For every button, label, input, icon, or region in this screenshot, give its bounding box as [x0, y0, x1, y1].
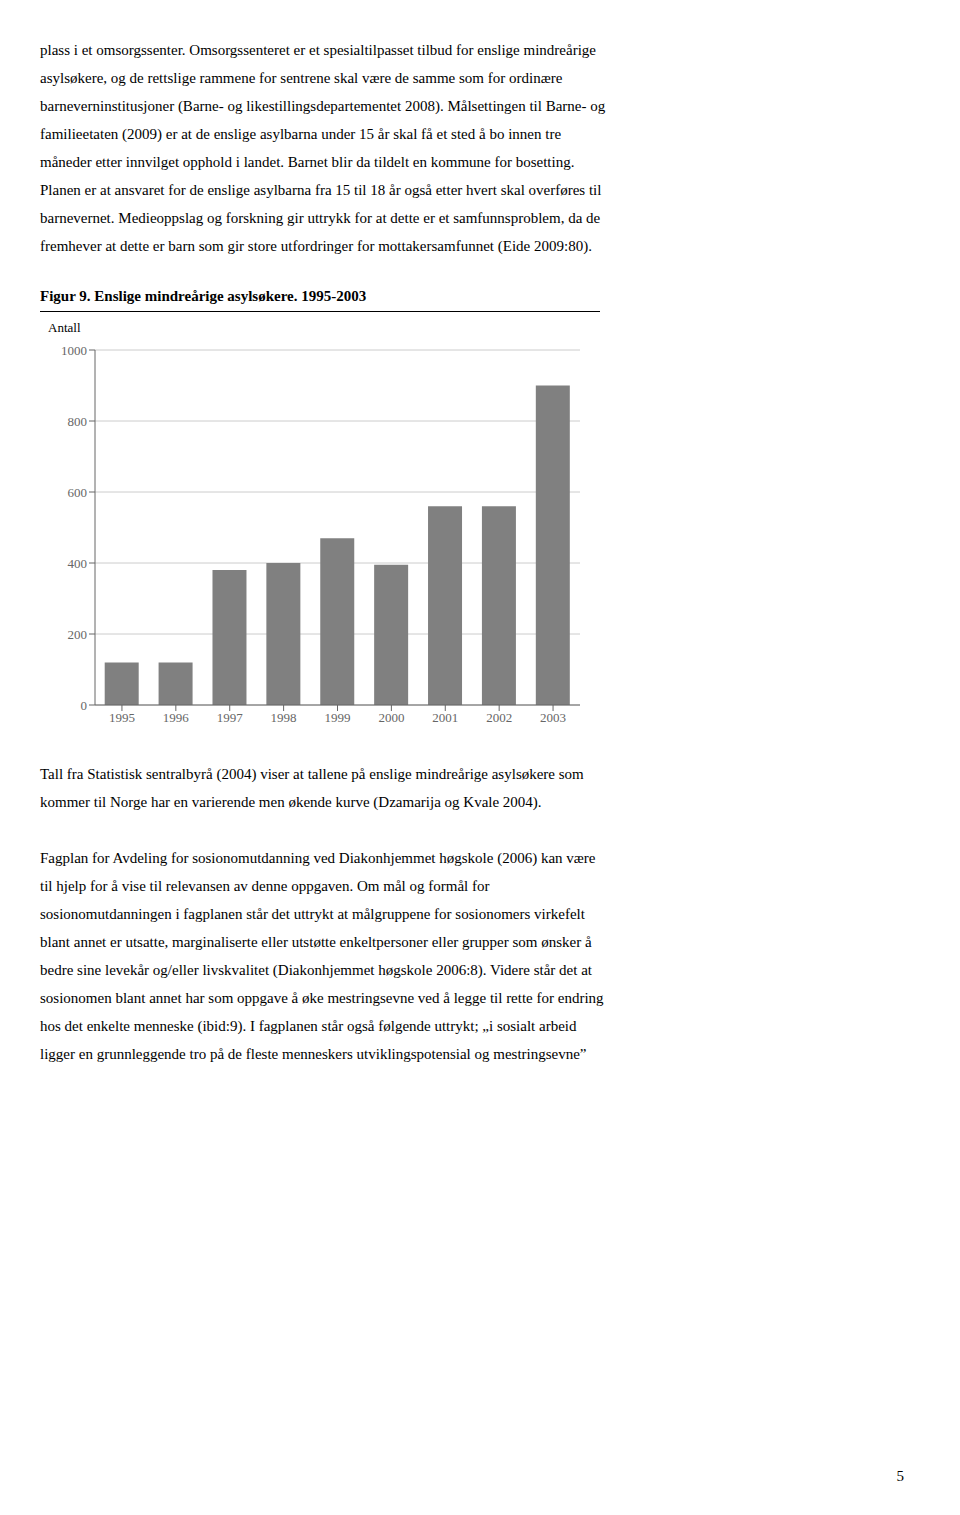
svg-text:1995: 1995 [109, 710, 135, 725]
html-text:ligger en grunnleggende tro på: ligger en grunnleggende tro på de fleste… [40, 1046, 587, 1062]
html-text:fremhever at dette er barn som: fremhever at dette er barn som gir store… [40, 238, 592, 254]
svg-text:1998: 1998 [271, 710, 297, 725]
html-text:kommer til Norge har en varier: kommer til Norge har en varierende men ø… [40, 794, 542, 810]
html-text:måneder etter innvilget opphol: måneder etter innvilget opphold i landet… [40, 154, 575, 170]
svg-text:2000: 2000 [378, 710, 404, 725]
svg-text:400: 400 [68, 556, 88, 571]
html-text:asylsøkere, og de rettslige ra: asylsøkere, og de rettslige rammene for … [40, 70, 563, 86]
svg-text:800: 800 [68, 414, 88, 429]
html-text:Figur 9. Enslige mindreårige a: Figur 9. Enslige mindreårige asylsøkere.… [40, 288, 367, 304]
html-text:blant annet er utsatte, margin: blant annet er utsatte, marginaliserte e… [40, 934, 592, 950]
html-text:sosionomutdanningen i fagplane: sosionomutdanningen i fagplanen står det… [40, 906, 585, 922]
html-text:Tall fra Statistisk sentralbyr: Tall fra Statistisk sentralbyrå (2004) v… [40, 766, 584, 782]
svg-text:0: 0 [81, 698, 88, 713]
html-text:sosionomen blant annet har som: sosionomen blant annet har som oppgave å… [40, 990, 604, 1006]
html-text:Fagplan for Avdeling for sosio: Fagplan for Avdeling for sosionomutdanni… [40, 850, 596, 866]
svg-text:1000: 1000 [61, 343, 87, 358]
svg-text:2003: 2003 [540, 710, 566, 725]
html-text:familieetaten (2009) er at de: familieetaten (2009) er at de enslige as… [40, 126, 561, 142]
html-text:barneverninstitusjoner (Barne-: barneverninstitusjoner (Barne- og likest… [40, 98, 606, 114]
svg-text:1997: 1997 [217, 710, 244, 725]
html-text:5: 5 [896, 1468, 904, 1484]
svg-text:1996: 1996 [163, 710, 190, 725]
html-text:bedre sine levekår og/eller li: bedre sine levekår og/eller livskvalitet… [40, 962, 592, 978]
html-text:plass i et omsorgssenter. Omso: plass i et omsorgssenter. Omsorgssentere… [40, 42, 596, 58]
html-text:Antall: Antall [48, 320, 81, 335]
html-text:barnevernet. Medieoppslag og f: barnevernet. Medieoppslag og forskning g… [40, 210, 601, 226]
html-text:hos det enkelte menneske (ibid: hos det enkelte menneske (ibid:9). I fag… [40, 1018, 577, 1034]
html-text:Planen er at ansvaret for de e: Planen er at ansvaret for de enslige asy… [40, 182, 602, 198]
svg-text:600: 600 [68, 485, 88, 500]
svg-text:1999: 1999 [325, 710, 351, 725]
svg-text:2002: 2002 [486, 710, 512, 725]
svg-text:2001: 2001 [432, 710, 458, 725]
svg-text:200: 200 [68, 627, 88, 642]
html-text:til hjelp for å vise til relev: til hjelp for å vise til relevansen av d… [40, 878, 490, 894]
